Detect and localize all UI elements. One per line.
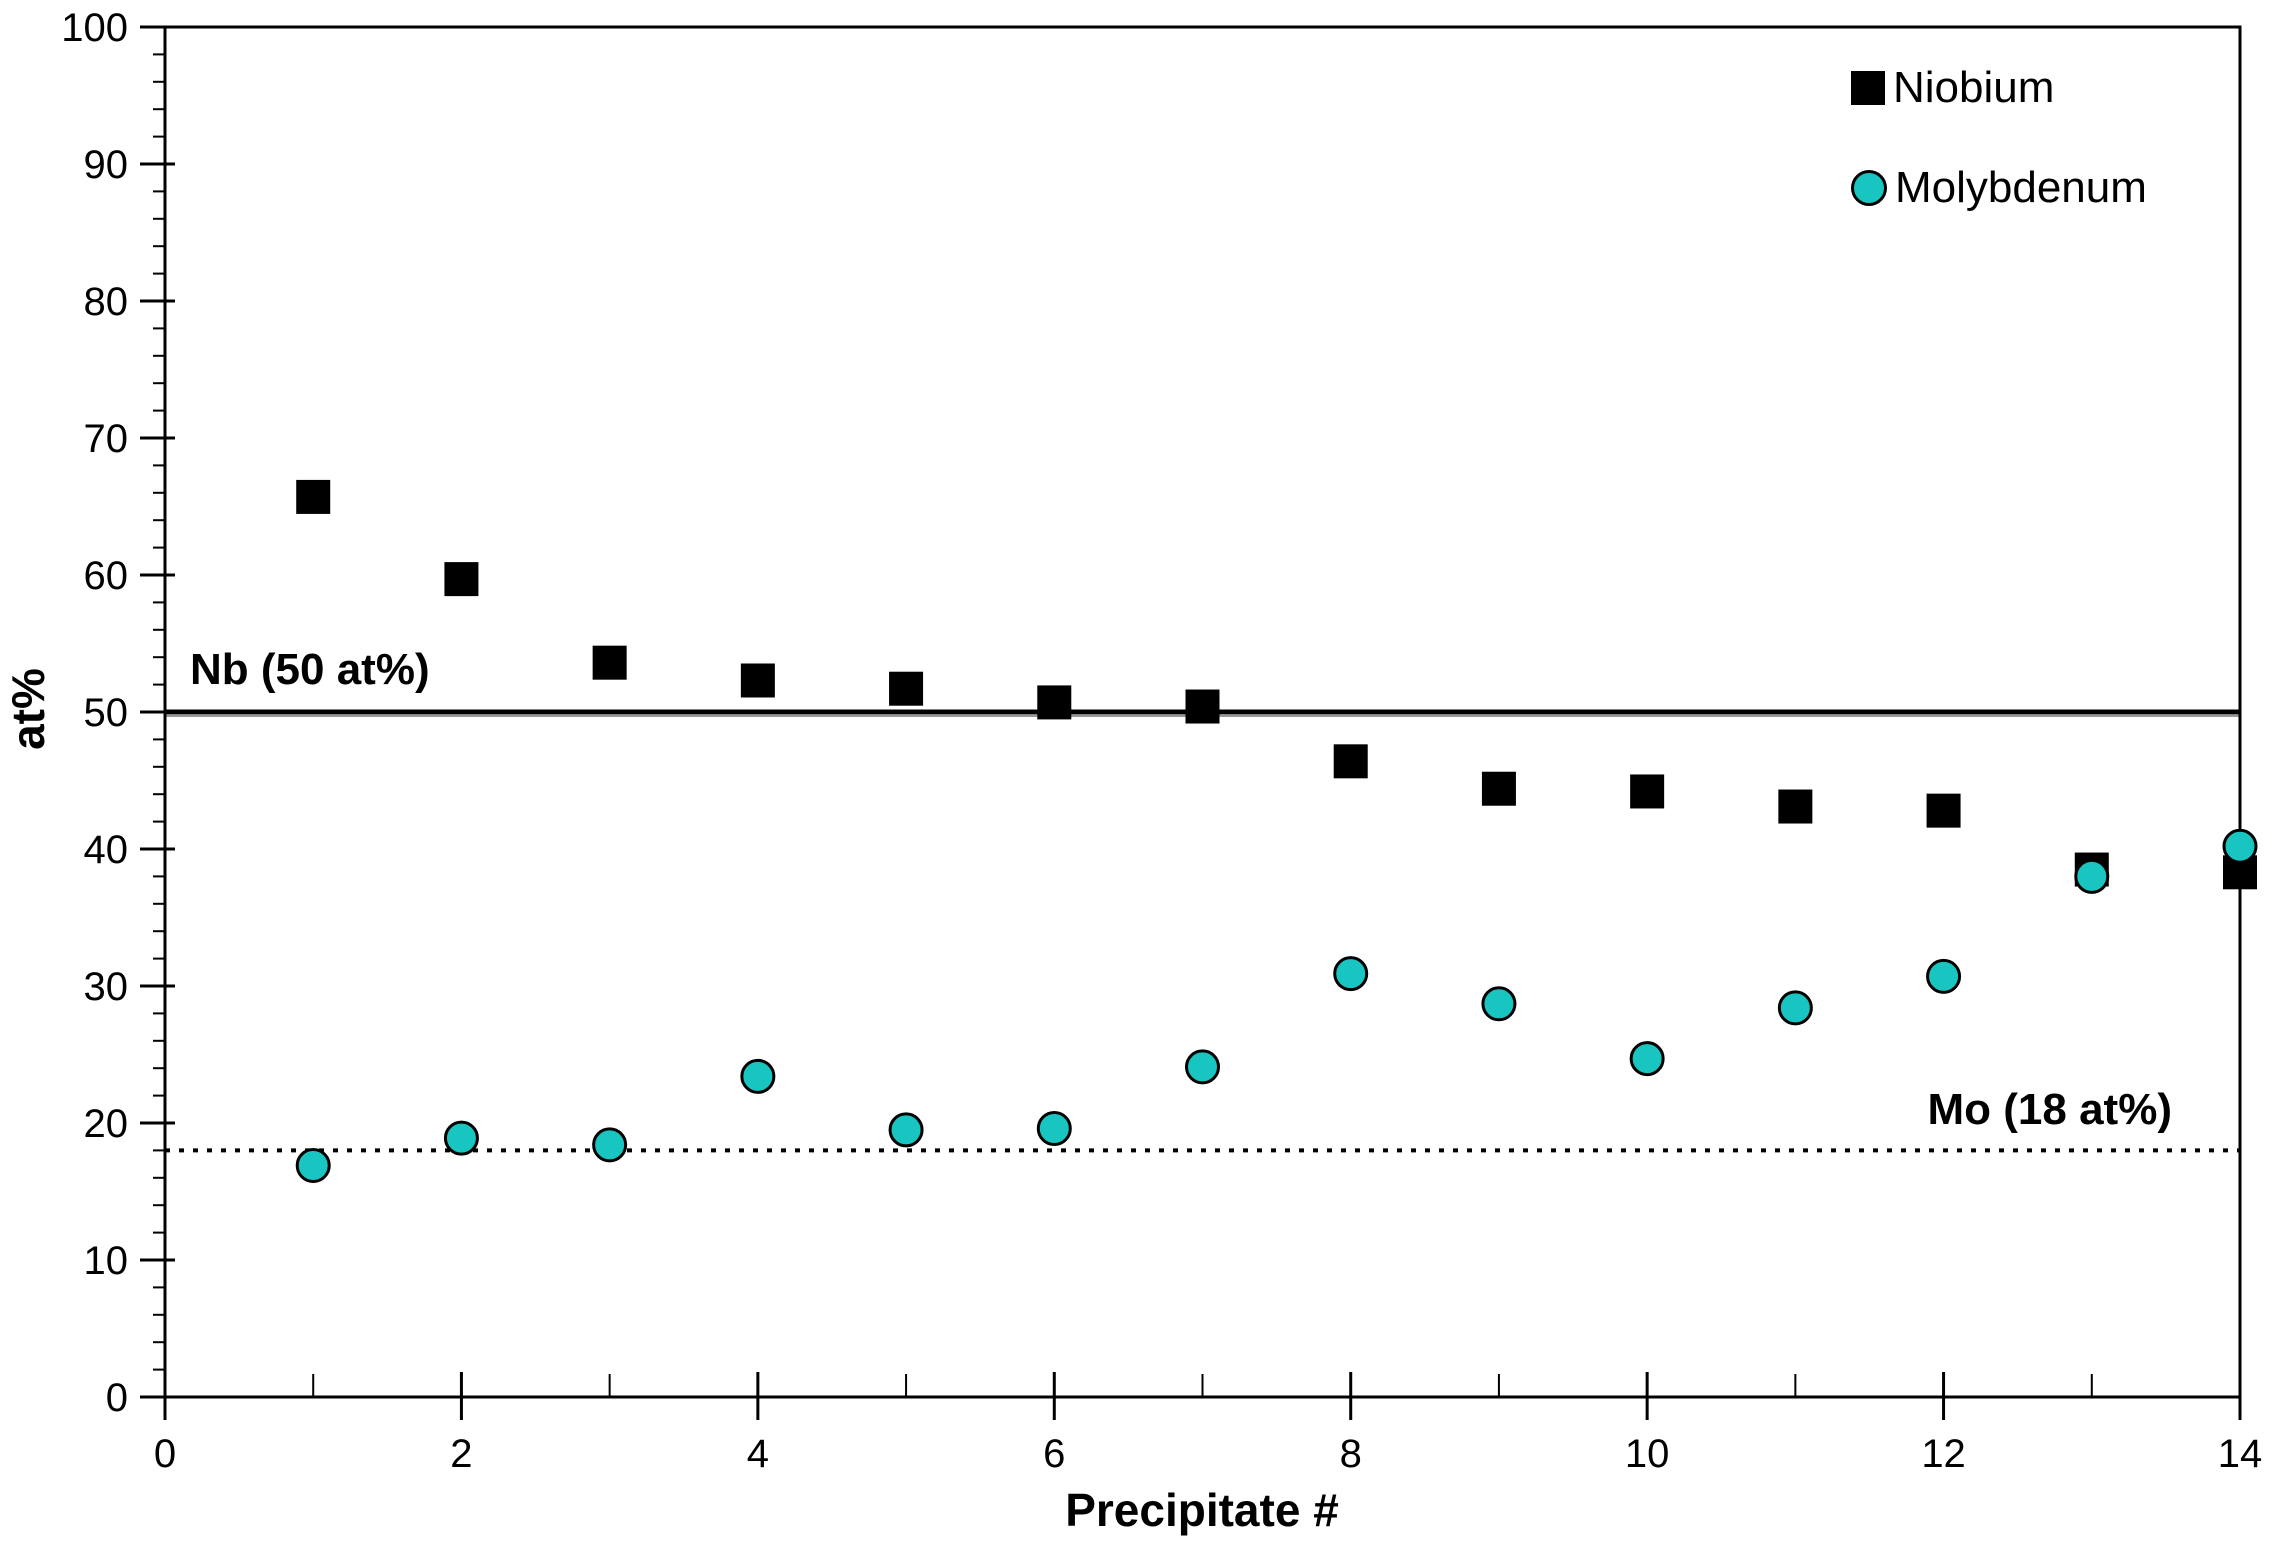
point-molybdenum-1 xyxy=(295,1147,331,1183)
svg-text:70: 70 xyxy=(84,417,129,461)
svg-text:60: 60 xyxy=(84,554,129,598)
point-molybdenum-13 xyxy=(2074,858,2110,894)
point-molybdenum-10 xyxy=(1629,1041,1665,1077)
svg-text:10: 10 xyxy=(84,1239,129,1283)
legend-label-niobium: Niobium xyxy=(1893,63,2055,112)
point-niobium-9 xyxy=(1481,771,1516,806)
legend-item-molybdenum: Molybdenum xyxy=(1851,166,2147,210)
svg-text:0: 0 xyxy=(154,1432,176,1476)
nb-reference-label: Nb (50 at%) xyxy=(190,645,430,694)
point-molybdenum-6 xyxy=(1036,1110,1072,1146)
svg-text:90: 90 xyxy=(84,143,129,187)
svg-text:0: 0 xyxy=(106,1376,128,1420)
point-molybdenum-3 xyxy=(592,1127,628,1163)
y-axis-title: at% xyxy=(2,668,54,750)
svg-text:100: 100 xyxy=(61,6,128,50)
point-niobium-12 xyxy=(1926,793,1961,828)
svg-text:4: 4 xyxy=(747,1432,769,1476)
svg-text:50: 50 xyxy=(84,691,129,735)
point-molybdenum-11 xyxy=(1777,990,1813,1026)
svg-text:12: 12 xyxy=(1921,1432,1966,1476)
point-niobium-2 xyxy=(444,562,479,597)
point-niobium-1 xyxy=(296,479,331,514)
point-niobium-10 xyxy=(1630,774,1665,809)
mo-reference-label: Mo (18 at%) xyxy=(1927,1085,2172,1134)
legend-label-molybdenum: Molybdenum xyxy=(1895,163,2147,212)
legend: Niobium Molybdenum xyxy=(1851,66,2147,266)
legend-item-niobium: Niobium xyxy=(1851,66,2147,110)
point-niobium-11 xyxy=(1778,789,1813,824)
point-molybdenum-2 xyxy=(443,1120,479,1156)
point-molybdenum-5 xyxy=(888,1112,924,1148)
point-niobium-8 xyxy=(1333,744,1368,779)
svg-text:40: 40 xyxy=(84,828,129,872)
x-axis-title: Precipitate # xyxy=(1065,1484,1339,1536)
svg-text:14: 14 xyxy=(2218,1432,2263,1476)
svg-text:2: 2 xyxy=(450,1432,472,1476)
niobium-square-icon xyxy=(1851,71,1885,105)
point-molybdenum-12 xyxy=(1926,958,1962,994)
svg-text:30: 30 xyxy=(84,965,129,1009)
point-niobium-4 xyxy=(740,663,775,698)
point-niobium-5 xyxy=(889,671,924,706)
point-niobium-6 xyxy=(1037,685,1072,720)
svg-text:6: 6 xyxy=(1043,1432,1065,1476)
point-niobium-3 xyxy=(592,645,627,680)
molybdenum-circle-icon xyxy=(1851,170,1887,206)
point-molybdenum-8 xyxy=(1333,956,1369,992)
svg-text:10: 10 xyxy=(1625,1432,1670,1476)
point-molybdenum-9 xyxy=(1481,986,1517,1022)
svg-text:8: 8 xyxy=(1340,1432,1362,1476)
point-molybdenum-7 xyxy=(1185,1049,1220,1085)
svg-text:80: 80 xyxy=(84,280,129,324)
point-molybdenum-14 xyxy=(2222,828,2258,864)
svg-text:20: 20 xyxy=(84,1102,129,1146)
point-niobium-7 xyxy=(1185,689,1220,724)
point-molybdenum-4 xyxy=(740,1058,776,1094)
